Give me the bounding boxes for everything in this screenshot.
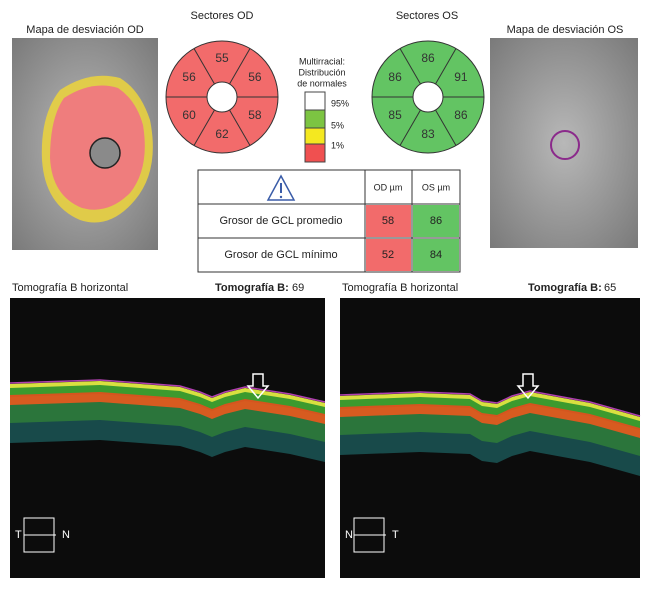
- gcl-table: OD µm OS µm Grosor de GCL promedio 58 86…: [197, 169, 461, 273]
- scan-label: Tomografía B:: [528, 282, 602, 294]
- legend-label: 5%: [331, 120, 344, 130]
- row-label: Grosor de GCL promedio: [219, 215, 342, 227]
- legend-swatch: [304, 143, 326, 163]
- legend-title: Multirracial:: [299, 56, 345, 66]
- oct-surface: [9, 379, 326, 403]
- sector-center: [206, 81, 238, 113]
- scan-number: 69: [292, 282, 304, 294]
- os-fundus: [490, 38, 638, 248]
- sector-value: 56: [248, 70, 262, 84]
- oct-surface: [339, 390, 641, 417]
- orientation-right: T: [392, 529, 399, 541]
- od-cell: [366, 205, 411, 237]
- arrow: [516, 373, 540, 400]
- table-header: OS µm: [422, 182, 450, 192]
- sector-value: 55: [215, 51, 229, 65]
- legend-title: Distribución: [298, 67, 345, 77]
- legend-swatch: [304, 109, 326, 129]
- os-map-title: Mapa de desviación OS: [507, 24, 624, 36]
- cell-value: 52: [382, 249, 394, 261]
- warning-icon: [279, 195, 283, 199]
- scan-number: 65: [604, 282, 616, 294]
- legend-swatch: [304, 127, 326, 145]
- scan-title: Tomografía B horizontal: [342, 282, 458, 294]
- sector-value: 83: [421, 127, 435, 141]
- sector-value: 86: [454, 108, 468, 122]
- legend: Multirracial: Distribución de normales 9…: [297, 56, 349, 163]
- scan-title: Tomografía B horizontal: [12, 282, 128, 294]
- sector-value: 62: [215, 127, 229, 141]
- scan-label: Tomografía B:: [215, 282, 289, 294]
- oct-layer: [340, 392, 640, 421]
- os-cell: [413, 239, 459, 271]
- oct-layer: [340, 395, 640, 428]
- sector-value: 85: [388, 108, 402, 122]
- od-map-title: Mapa de desviación OD: [26, 24, 143, 36]
- orientation-right: N: [62, 529, 70, 541]
- table-header: OD µm: [374, 182, 403, 192]
- od-sectors-title: Sectores OD: [191, 10, 254, 22]
- os-sectors-title: Sectores OS: [396, 10, 458, 22]
- legend-label: 95%: [331, 98, 349, 108]
- od-fovea: [89, 137, 121, 169]
- legend-swatch: [304, 91, 326, 111]
- legend-label: 1%: [331, 140, 344, 150]
- arrow: [246, 373, 270, 400]
- sector-value: 86: [421, 51, 435, 65]
- orientation-left: N: [345, 529, 353, 541]
- sector-value: 60: [182, 108, 196, 122]
- oct-layer: [340, 401, 640, 438]
- sector-value: 91: [454, 70, 468, 84]
- legend-title: de normales: [297, 78, 347, 88]
- sector-value: 56: [182, 70, 196, 84]
- row-label: Grosor de GCL mínimo: [224, 249, 337, 261]
- cell-value: 58: [382, 215, 394, 227]
- cell-value: 86: [430, 215, 442, 227]
- os-fovea: [550, 130, 580, 160]
- od-cell: [366, 239, 411, 271]
- orientation-left: T: [15, 529, 22, 541]
- sector-value: 86: [388, 70, 402, 84]
- os-cell: [413, 205, 459, 237]
- sector-center: [412, 81, 444, 113]
- cell-value: 84: [430, 249, 442, 261]
- sector-value: 58: [248, 108, 262, 122]
